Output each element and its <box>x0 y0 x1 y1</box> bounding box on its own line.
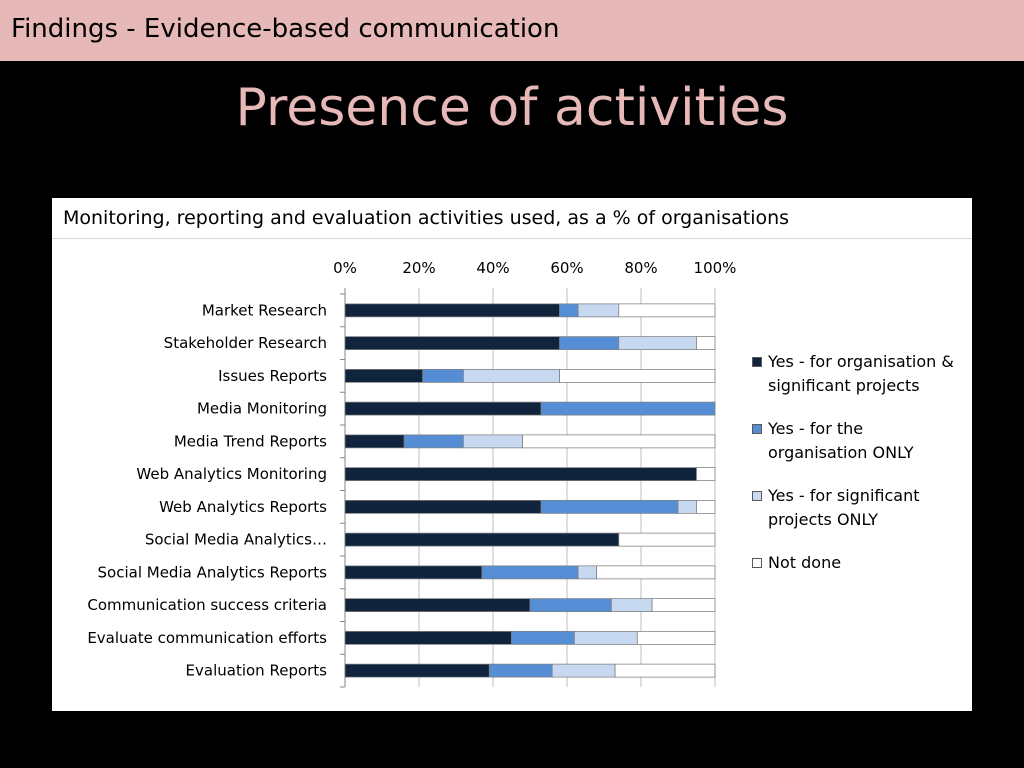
bar-segment-2-2 <box>463 369 560 383</box>
bar-segment-4-1 <box>403 434 464 449</box>
category-label-10: Evaluate communication efforts <box>87 629 327 647</box>
legend-label-2: Yes - for significant projects ONLY <box>768 486 920 529</box>
category-label-2: Issues Reports <box>218 367 327 385</box>
bar-segment-6-3 <box>696 500 716 514</box>
chart-title-divider <box>52 238 972 239</box>
bar-segment-11-1 <box>488 663 553 678</box>
bar-segment-2-3 <box>559 369 716 383</box>
category-label-1: Stakeholder Research <box>164 334 327 352</box>
bar-segment-10-3 <box>636 631 716 645</box>
chart-title: Monitoring, reporting and evaluation act… <box>63 207 790 229</box>
legend-item-1: Yes - for the organisation ONLY <box>752 417 967 465</box>
bar-segment-5-0 <box>344 467 697 481</box>
legend-label-3: Not done <box>768 553 842 572</box>
bar-segment-0-3 <box>618 303 716 318</box>
bar-segment-6-1 <box>540 500 679 514</box>
bar-segment-9-2 <box>611 598 653 612</box>
x-tick-label-5: 100% <box>694 259 737 277</box>
bar-segment-8-1 <box>481 565 579 580</box>
legend-item-2: Yes - for significant projects ONLY <box>752 484 967 532</box>
bar-segment-2-0 <box>344 369 424 383</box>
x-tick-label-3: 60% <box>550 259 583 277</box>
bar-segment-1-2 <box>618 336 697 350</box>
legend-swatch-1 <box>752 424 762 434</box>
legend-item-0: Yes - for organisation & significant pro… <box>752 350 967 398</box>
legend-label-1: Yes - for the organisation ONLY <box>768 419 914 462</box>
legend-swatch-3 <box>752 558 762 568</box>
bar-segment-0-0 <box>344 303 560 318</box>
legend-label-0: Yes - for organisation & significant pro… <box>768 352 954 395</box>
legend-item-3: Not done <box>752 551 967 575</box>
x-tick-label-4: 80% <box>624 259 657 277</box>
bar-chart: 0% 20% 40% 60% 80% 100% Market Research Stakeho… <box>87 259 737 688</box>
legend-swatch-2 <box>752 491 762 501</box>
category-label-3: Media Monitoring <box>197 400 327 418</box>
bar-segment-7-0 <box>344 532 620 547</box>
header-text: Findings - Evidence-based communication <box>11 14 560 44</box>
x-tick-label-1: 20% <box>402 259 435 277</box>
header-bar: Findings - Evidence-based communication <box>0 0 1024 61</box>
bar-segment-1-3 <box>696 336 716 350</box>
bar-segment-4-3 <box>522 434 716 449</box>
bar-segment-11-3 <box>614 663 716 678</box>
bar-segment-6-2 <box>677 500 697 514</box>
bar-segment-9-3 <box>651 598 716 612</box>
bar-segment-3-1 <box>540 401 716 416</box>
category-label-4: Media Trend Reports <box>174 432 327 450</box>
bar-segment-11-2 <box>551 663 616 678</box>
x-tick-label-2: 40% <box>476 259 509 277</box>
category-label-6: Web Analytics Reports <box>159 498 327 516</box>
bar-segment-10-1 <box>511 631 575 645</box>
bar-segment-2-1 <box>422 369 464 383</box>
category-label-8: Social Media Analytics Reports <box>98 563 328 581</box>
x-tick-label-0: 0% <box>333 259 357 277</box>
bar-segment-7-3 <box>618 532 716 547</box>
bar-segment-9-0 <box>344 598 531 612</box>
category-label-7: Social Media Analytics… <box>145 531 327 549</box>
legend-swatch-0 <box>752 357 762 367</box>
slide-title: Presence of activities <box>235 78 789 138</box>
bar-segment-9-1 <box>529 598 612 612</box>
bar-segment-0-2 <box>577 303 620 318</box>
bar-segment-10-0 <box>344 631 512 645</box>
bar-segment-4-0 <box>344 434 405 449</box>
bar-segment-0-1 <box>559 303 579 318</box>
category-label-9: Communication success criteria <box>87 596 327 614</box>
category-label-11: Evaluation Reports <box>186 662 328 680</box>
bar-segment-5-3 <box>696 467 716 481</box>
chart-legend: Yes - for organisation & significant pro… <box>752 350 967 594</box>
chart-panel: Monitoring, reporting and evaluation act… <box>52 198 972 711</box>
bar-segment-3-0 <box>344 401 542 416</box>
category-label-0: Market Research <box>202 301 327 319</box>
category-label-5: Web Analytics Monitoring <box>136 465 327 483</box>
bar-segment-8-2 <box>577 565 597 580</box>
bar-segment-6-0 <box>344 500 542 514</box>
bar-segment-8-3 <box>596 565 716 580</box>
bar-segment-4-2 <box>463 434 523 449</box>
bar-segment-1-1 <box>559 336 620 350</box>
bar-segment-8-0 <box>344 565 483 580</box>
bar-segment-1-0 <box>344 336 560 350</box>
bar-segment-10-2 <box>574 631 638 645</box>
bar-segment-11-0 <box>344 663 490 678</box>
